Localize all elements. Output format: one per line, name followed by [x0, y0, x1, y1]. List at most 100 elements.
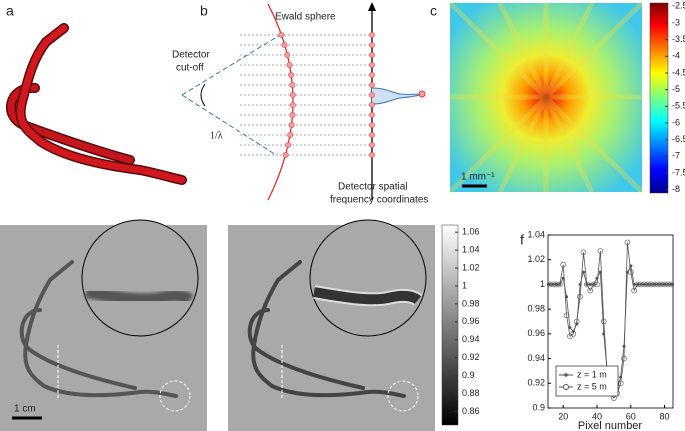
colorbar-tick-label: -3.5 — [672, 34, 685, 44]
axis-dot — [369, 112, 375, 118]
series-marker — [661, 281, 668, 288]
vessel-d — [19, 260, 178, 398]
legend-label: z = 1 m — [577, 369, 607, 379]
colorbar-tick-label: -4.5 — [672, 67, 685, 77]
colorbar-tick-label: -4 — [672, 51, 680, 61]
colorbar-tick-label: -7 — [672, 151, 680, 161]
series-marker — [546, 281, 553, 288]
y-tick-label: 0.9 — [532, 402, 545, 412]
panel-label: b — [200, 3, 208, 19]
vessel-outline — [15, 23, 187, 185]
series-marker — [577, 293, 583, 300]
series-marker — [600, 318, 607, 325]
axis-dot — [369, 92, 375, 98]
colorbar-tick-label: 0.86 — [462, 406, 480, 416]
series-marker — [665, 281, 671, 288]
colorbar-tick-label: 0.94 — [462, 334, 480, 344]
colorbar-tick-label: 1.02 — [462, 262, 480, 272]
peak-curve — [371, 87, 423, 105]
series-marker — [568, 326, 572, 330]
series-marker — [624, 239, 631, 246]
roi-circle — [159, 380, 191, 412]
series-marker — [573, 318, 580, 325]
axis-dot — [369, 132, 375, 138]
colorbar-tick-label: 0.96 — [462, 316, 480, 326]
arc-dot — [289, 92, 296, 98]
axis-dot — [369, 52, 375, 58]
peak-dot — [418, 90, 426, 98]
axis-dot — [369, 32, 375, 38]
axis-dot — [369, 62, 375, 68]
arc-dot — [285, 142, 292, 148]
arc-dot — [288, 122, 295, 128]
axis-dot — [369, 122, 375, 128]
coords-label: Detector spatial — [338, 182, 407, 193]
vessel-e — [247, 260, 406, 398]
arrow-head — [368, 2, 376, 11]
cutoff-label: Detector — [172, 50, 210, 61]
panel-label: c — [430, 3, 437, 19]
colorbar-tick-label: -6 — [672, 117, 680, 127]
series-marker — [550, 281, 556, 288]
projection-images: 1 cm — [0, 219, 459, 431]
arc-dot — [284, 52, 291, 58]
spectrum — [450, 3, 642, 192]
series-marker — [588, 282, 592, 286]
series-marker — [627, 269, 634, 275]
series-marker — [594, 281, 600, 288]
series-marker — [557, 281, 563, 288]
colorbar-tick-label: -5 — [672, 84, 680, 94]
series-marker — [570, 331, 577, 337]
colorbar-tick-label: 0.98 — [462, 298, 480, 308]
y-tick-label: 0.96 — [527, 328, 545, 338]
vessels — [19, 260, 406, 398]
series-marker — [648, 281, 654, 288]
legend-marker — [563, 384, 569, 390]
axis-dot — [369, 72, 375, 78]
colorbar-tick-label: -8 — [672, 184, 680, 194]
colorbar-tick-label: -2.5 — [672, 1, 685, 11]
ewald-diagram: Ewald sphere Detector cut-off 1/λ Detect… — [172, 2, 428, 206]
series-marker — [553, 281, 560, 288]
colorbar-tick-label: -6.5 — [672, 134, 685, 144]
colorbar-tick-label: 1.06 — [462, 227, 480, 237]
series-marker — [644, 281, 651, 288]
series-marker — [584, 281, 590, 288]
colorbar-tick-label: -5.5 — [672, 101, 685, 111]
series-marker — [621, 355, 627, 362]
axis-dot — [369, 152, 375, 158]
series-marker — [651, 281, 658, 288]
series-marker — [560, 261, 567, 268]
scale-bar-label: 1 cm — [14, 404, 36, 415]
y-tick-label: 1.04 — [527, 229, 545, 239]
axis-dot — [369, 82, 375, 88]
series-marker — [590, 281, 597, 288]
axis-dot — [369, 102, 375, 108]
arc-dot — [289, 82, 296, 88]
spectrum-image: 1 mm⁻¹ — [448, 1, 669, 194]
arc-dot — [290, 102, 296, 108]
zoom-vessel — [313, 287, 422, 305]
x-tick-label: 60 — [626, 411, 636, 421]
colorbar-tick-label: 0.88 — [462, 388, 480, 398]
ewald-label: Ewald sphere — [275, 12, 336, 23]
vessel-render — [6, 23, 187, 185]
zoom-circle — [309, 219, 427, 337]
vessel — [17, 24, 186, 184]
series-marker — [580, 249, 587, 256]
series-marker — [658, 281, 664, 288]
colorbar — [649, 2, 669, 194]
wavelength-label: 1/λ — [210, 130, 223, 141]
series-marker — [668, 281, 675, 288]
zoom-circle — [81, 219, 199, 337]
legend-box — [555, 365, 619, 397]
series-marker — [581, 270, 585, 274]
colorbar-tick-label: 0.9 — [462, 370, 475, 380]
streaks — [448, 1, 644, 194]
arc-dot — [289, 112, 296, 118]
ewald-arc — [267, 3, 294, 201]
scale-bar-label: 1 mm⁻¹ — [461, 172, 495, 183]
series-marker — [638, 281, 644, 288]
